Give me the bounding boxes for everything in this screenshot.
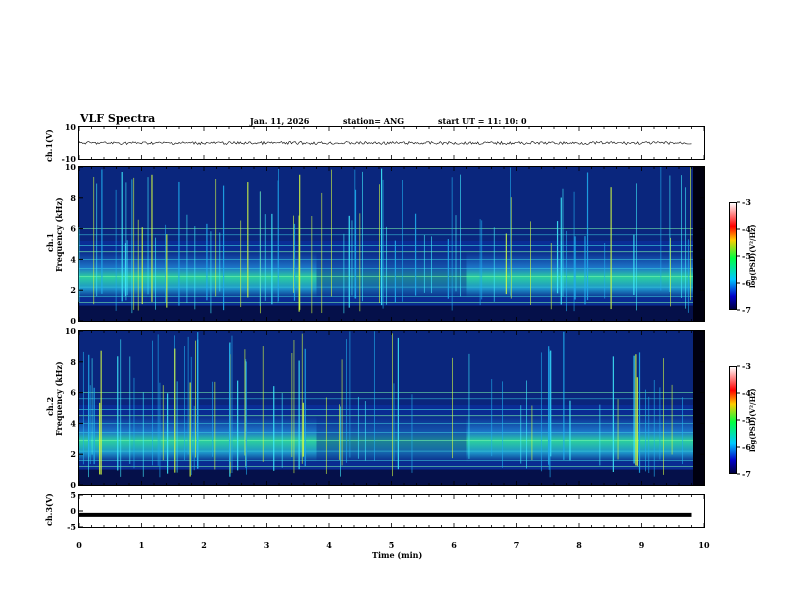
y-tick-label: 2 bbox=[70, 449, 76, 459]
start-ut-label: start UT = 11: 10: 0 bbox=[438, 116, 527, 126]
y-tick-label: 6 bbox=[70, 388, 76, 398]
y-tick-label: 10 bbox=[65, 162, 77, 172]
ch3-waveform-ylabel: ch.3(V) bbox=[44, 493, 54, 526]
x-tick-label: 9 bbox=[639, 540, 645, 550]
y-tick-label: 0 bbox=[70, 506, 76, 516]
y-tick-label: -5 bbox=[67, 522, 76, 532]
x-tick-label: 10 bbox=[698, 540, 710, 550]
ch1-colorbar-label: log(PSD)(V²/Hz) bbox=[748, 224, 757, 288]
y-tick-label: 6 bbox=[70, 224, 76, 234]
colorbar-tick-label: -5 bbox=[742, 251, 751, 261]
ch1-waveform-ylabel: ch.1(V) bbox=[44, 129, 54, 162]
spectrogram-quiet-region bbox=[316, 251, 467, 298]
y-tick-label: 8 bbox=[70, 357, 76, 367]
colorbar-tick-label: -3 bbox=[742, 197, 751, 207]
x-tick-label: 8 bbox=[576, 540, 582, 550]
colorbar-tick-label: -4 bbox=[742, 224, 751, 234]
ch1-spectrogram-ylabel-line2: Frequency (kHz) bbox=[54, 197, 64, 272]
colorbar-tick-label: -6 bbox=[742, 278, 751, 288]
y-tick-label: 0 bbox=[70, 316, 76, 326]
y-tick-label: 2 bbox=[70, 285, 76, 295]
y-tick-label: 0 bbox=[70, 480, 76, 490]
x-tick-label: 4 bbox=[326, 540, 332, 550]
x-axis-label: Time (min) bbox=[372, 550, 423, 560]
spectrogram-background-band bbox=[79, 331, 693, 408]
colorbar-tick-label: -6 bbox=[742, 442, 751, 452]
x-tick-label: 1 bbox=[139, 540, 145, 550]
x-tick-label: 7 bbox=[514, 540, 520, 550]
colorbar-tick-label: -3 bbox=[742, 361, 751, 371]
x-tick-label: 2 bbox=[201, 540, 207, 550]
x-tick-label: 0 bbox=[76, 540, 82, 550]
y-tick-label: 4 bbox=[70, 418, 76, 428]
ch1-waveform-line bbox=[78, 140, 692, 146]
colorbar-tick-label: -7 bbox=[742, 305, 751, 315]
colorbar-tick-label: -5 bbox=[742, 415, 751, 425]
ch2-colorbar bbox=[729, 366, 737, 474]
colorbar-tick-label: -4 bbox=[742, 388, 751, 398]
x-tick-label: 6 bbox=[451, 540, 457, 550]
y-tick-label: 8 bbox=[70, 193, 76, 203]
y-tick-label: 10 bbox=[65, 326, 77, 336]
chart-title: VLF Spectra bbox=[80, 112, 156, 125]
ch2-spectrogram-ylabel-line2: Frequency (kHz) bbox=[54, 361, 64, 436]
spectrogram-no-data-region bbox=[693, 167, 704, 321]
station-label: station= ANG bbox=[343, 116, 405, 126]
y-tick-label: -10 bbox=[62, 154, 77, 164]
ch2-colorbar-label: log(PSD)(V²/Hz) bbox=[748, 388, 757, 452]
spectrogram-no-data-region bbox=[693, 331, 704, 485]
x-tick-label: 3 bbox=[264, 540, 270, 550]
y-tick-label: 4 bbox=[70, 254, 76, 264]
date-label: Jan. 11, 2026 bbox=[250, 116, 310, 126]
y-tick-label: 5 bbox=[70, 490, 76, 500]
colorbar-tick-label: -7 bbox=[742, 469, 751, 479]
x-tick-label: 5 bbox=[389, 540, 395, 550]
spectrogram-background-band bbox=[79, 167, 693, 244]
ch1-colorbar bbox=[729, 202, 737, 310]
y-tick-label: 10 bbox=[65, 122, 77, 132]
spectrogram-quiet-region bbox=[316, 415, 467, 462]
